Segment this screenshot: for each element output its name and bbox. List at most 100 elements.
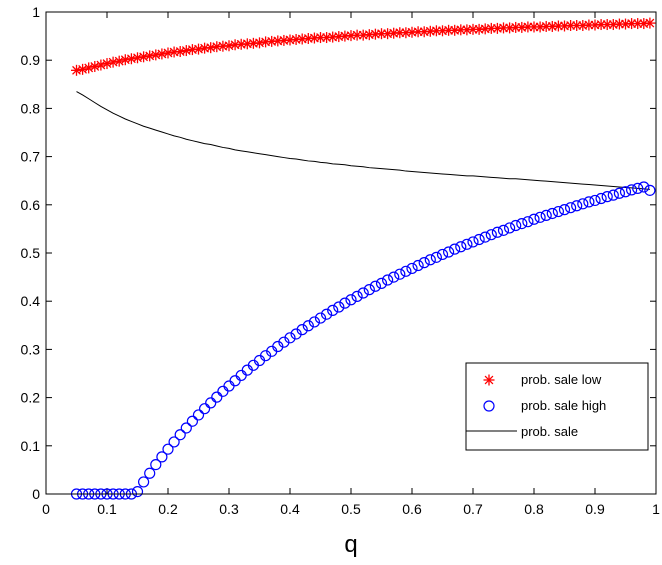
x-tick-label: 1: [652, 501, 660, 517]
data-point-high: [638, 181, 650, 193]
data-point-high: [412, 259, 424, 272]
data-point-low: [174, 46, 186, 58]
data-point-high: [351, 290, 363, 302]
data-point-high: [571, 200, 583, 212]
series-prob-sale-low: [71, 17, 656, 76]
data-point-high: [619, 186, 632, 198]
data-point-high: [558, 204, 571, 216]
data-point-high: [455, 241, 467, 253]
data-point-low: [144, 50, 156, 62]
data-point-high: [552, 205, 565, 218]
series-prob-sale: [76, 91, 650, 190]
legend-marker-low: [483, 374, 495, 386]
data-point-high: [467, 236, 479, 248]
x-tick-label: 0.9: [585, 501, 605, 517]
data-point-high: [327, 304, 339, 316]
legend-asterisk-icon: [483, 374, 495, 386]
data-point-high: [400, 265, 412, 277]
y-tick-label: 0.8: [21, 100, 41, 116]
data-point-high: [357, 287, 369, 299]
data-point-high: [345, 294, 357, 306]
data-point-high: [589, 194, 601, 207]
y-tick-label: 0.6: [21, 197, 41, 213]
data-point-high: [138, 476, 150, 488]
data-point-high: [485, 229, 497, 241]
data-point-high: [180, 422, 192, 434]
legend-box: [465, 362, 649, 451]
x-axis-label: q: [344, 531, 357, 558]
data-point-low: [644, 17, 656, 29]
data-point-high: [363, 284, 375, 296]
data-point-low: [199, 42, 211, 54]
data-point-high: [382, 274, 394, 286]
data-point-high: [284, 332, 296, 344]
data-point-low: [546, 20, 558, 32]
plot-frame: [45, 11, 657, 495]
legend-label-low: prob. sale low: [521, 372, 602, 387]
y-tick-label: 1: [32, 4, 40, 20]
data-point-high: [162, 443, 174, 455]
data-point-high: [625, 184, 638, 196]
y-tick-label: 0.2: [21, 390, 41, 406]
legend-label-high: prob. sale high: [521, 398, 606, 413]
data-point-high: [150, 458, 162, 471]
data-point-high: [192, 409, 205, 421]
y-tick-label: 0.3: [21, 341, 41, 357]
data-point-high: [174, 429, 186, 441]
x-tick-label: 0.2: [158, 501, 178, 517]
x-tick-label: 0: [42, 501, 50, 517]
data-point-high: [473, 233, 485, 246]
y-tick-label: 0.4: [21, 293, 41, 309]
data-point-high: [540, 209, 552, 222]
data-point-low: [77, 63, 89, 75]
data-point-high: [406, 262, 418, 275]
data-point-high: [534, 211, 546, 223]
y-tick-label: 0: [32, 486, 40, 502]
data-point-high: [644, 184, 656, 196]
data-point-high: [516, 217, 528, 230]
x-tick-label: 0.1: [97, 501, 117, 517]
data-point-high: [314, 312, 327, 324]
data-point-high: [461, 238, 473, 250]
data-point-high: [375, 277, 388, 289]
data-point-high: [546, 207, 558, 220]
y-tick-label: 0.7: [21, 149, 41, 165]
data-point-high: [168, 436, 180, 448]
x-tick-label: 0.4: [280, 501, 300, 517]
data-point-high: [418, 257, 430, 269]
data-point-high: [436, 248, 449, 261]
data-point-high: [302, 320, 314, 332]
data-point-high: [144, 467, 156, 479]
x-tick-labels: 0 0.1 0.2 0.3 0.4 0.5 0.6 0.7 0.8 0.9 1: [42, 501, 660, 517]
data-point-high: [613, 187, 626, 199]
y-tick-label: 0.1: [21, 438, 41, 454]
data-point-high: [583, 196, 595, 208]
data-point-high: [577, 198, 589, 210]
data-point-high: [491, 226, 503, 238]
data-point-high: [211, 391, 223, 403]
data-point-high: [321, 308, 333, 320]
x-tick-label: 0.6: [402, 501, 422, 517]
data-point-high: [443, 246, 455, 258]
x-tick-label: 0.5: [341, 501, 361, 517]
data-point-high: [308, 316, 320, 328]
y-tick-label: 0.5: [21, 245, 41, 261]
legend-marker-high: [483, 400, 495, 412]
x-tick-label: 0.3: [219, 501, 239, 517]
data-point-high: [394, 268, 406, 280]
data-point-high: [528, 213, 540, 225]
legend-label-line: prob. sale: [521, 424, 578, 439]
data-point-high: [449, 243, 461, 255]
data-point-high: [205, 397, 217, 409]
data-point-high: [607, 189, 619, 201]
legend: prob. sale low prob. sale high prob. sal…: [465, 362, 649, 451]
data-point-high: [479, 231, 491, 243]
series-prob-sale-high: [70, 181, 656, 500]
series-line-path: [76, 91, 650, 190]
data-point-high: [369, 280, 381, 292]
data-point-high: [497, 224, 510, 236]
data-point-high: [296, 324, 308, 336]
data-point-high: [632, 182, 644, 195]
data-point-high: [186, 415, 198, 427]
